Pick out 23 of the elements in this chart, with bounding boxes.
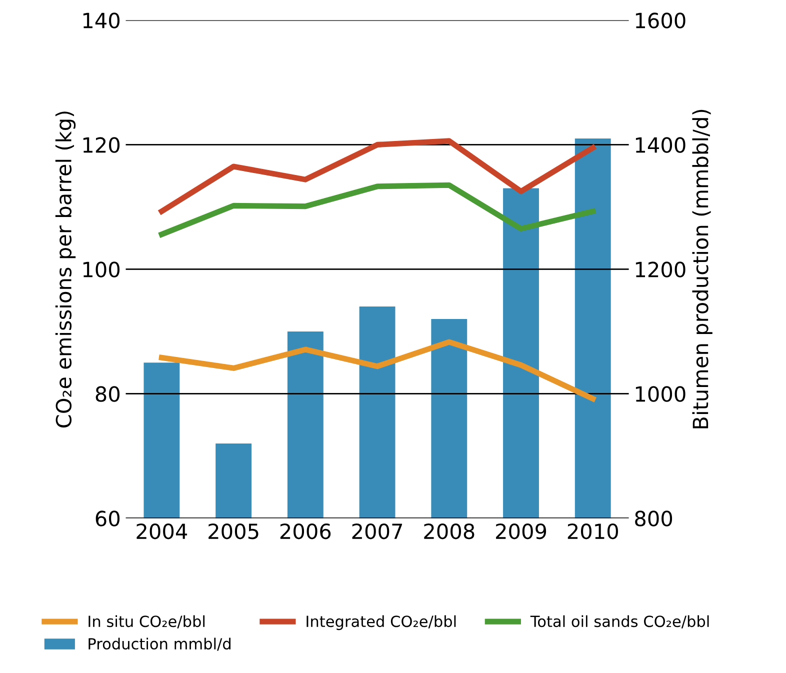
y-tick-label: 100	[83, 262, 120, 278]
x-tick-label: 2007	[352, 523, 402, 540]
y-tick-label: 120	[83, 137, 120, 153]
legend-label: Integrated CO₂e/bbl	[306, 615, 456, 630]
y-tick-label: 60	[96, 510, 120, 526]
y2-tick-label: 1200	[636, 262, 686, 278]
legend-label: In situ CO₂e/bbl	[88, 615, 205, 628]
y2-tick-label: 1600	[636, 12, 686, 28]
x-tick-label: 2005	[208, 523, 258, 540]
y-tick-label: 140	[83, 12, 120, 28]
x-tick-label: 2009	[496, 523, 546, 540]
y2-axis-title: Bitumen production (mmbbl/d)	[692, 110, 712, 428]
x-tick-label: 2006	[280, 523, 331, 540]
x-tick-label: 2010	[568, 523, 618, 540]
x-tick-label: 2008	[424, 523, 474, 540]
y-tick-label: 80	[96, 386, 120, 402]
legend-label: Total oil sands CO₂e/bbl	[530, 615, 709, 628]
x-tick-label: 2004	[136, 523, 188, 540]
y-axis-title: CO₂e emissions per barrel (kg)	[55, 112, 76, 428]
y2-tick-label: 1400	[636, 137, 686, 153]
y2-tick-label: 1000	[636, 386, 686, 402]
y2-tick-label: 800	[635, 510, 672, 526]
legend-label: Production mmbl/d	[88, 638, 230, 651]
